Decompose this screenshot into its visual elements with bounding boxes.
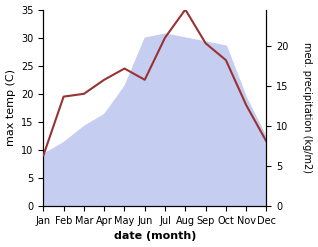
Y-axis label: max temp (C): max temp (C) bbox=[5, 69, 16, 146]
X-axis label: date (month): date (month) bbox=[114, 231, 196, 242]
Y-axis label: med. precipitation (kg/m2): med. precipitation (kg/m2) bbox=[302, 42, 313, 173]
